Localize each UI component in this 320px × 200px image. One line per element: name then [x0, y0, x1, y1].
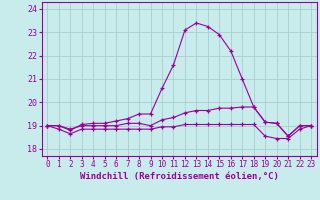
X-axis label: Windchill (Refroidissement éolien,°C): Windchill (Refroidissement éolien,°C)	[80, 172, 279, 181]
